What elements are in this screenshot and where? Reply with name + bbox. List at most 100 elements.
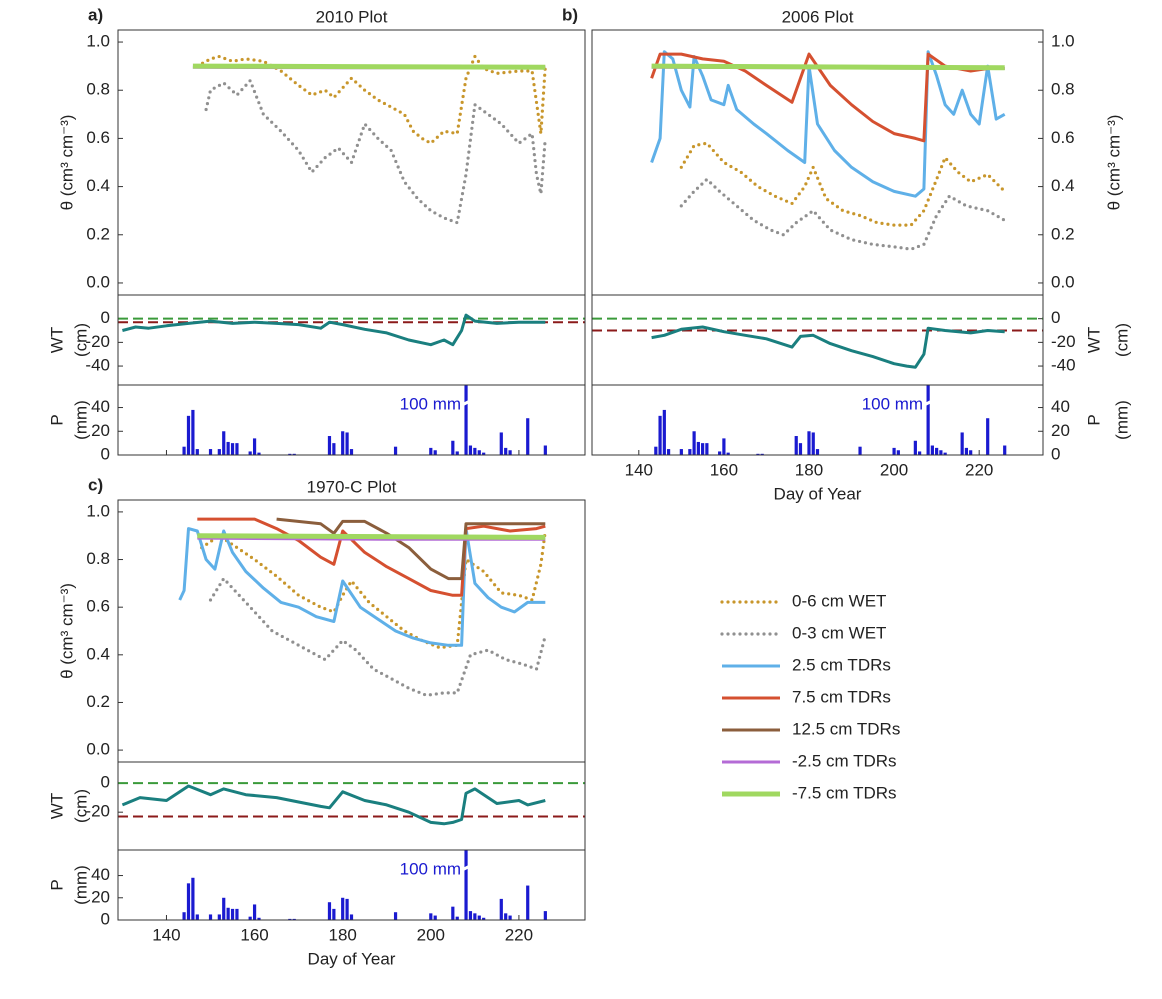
y-tick-label: 0.8 [1051, 80, 1075, 99]
bar [504, 913, 508, 920]
bar [696, 441, 700, 455]
y-tick-label: -20 [1051, 332, 1076, 351]
bar [526, 885, 530, 920]
plot-area [118, 313, 585, 347]
bar [341, 897, 345, 920]
bar [935, 447, 939, 455]
bar [248, 916, 252, 920]
y-tick-label: 20 [91, 887, 110, 906]
y-axis-label: WT [47, 793, 66, 819]
bar [939, 450, 943, 455]
x-axis-label: Day of Year [774, 484, 862, 503]
y-tick-label: 0.0 [86, 740, 110, 759]
bar [451, 906, 455, 920]
bar [341, 431, 345, 455]
y-tick-label: 0.8 [86, 80, 110, 99]
y-tick-label: 0.0 [86, 272, 110, 291]
y-tick-label: 0.6 [86, 128, 110, 147]
bar [858, 446, 862, 455]
bar [477, 915, 481, 920]
bar [504, 447, 508, 455]
bar [182, 446, 186, 455]
series-line [276, 517, 546, 581]
y-tick-label: 0 [101, 444, 110, 463]
bar [433, 915, 437, 920]
y-axis-label: P [47, 414, 66, 425]
y-tick-label: 1.0 [1051, 32, 1075, 51]
series-line [192, 63, 546, 70]
y-tick-label: 0.8 [86, 549, 110, 568]
annotation: 100 mm [862, 394, 923, 413]
y-axis-label: (cm) [1112, 323, 1131, 357]
plot-frame [591, 294, 1044, 386]
y-tick-label: 1.0 [86, 501, 110, 520]
y-tick-label: 0.4 [86, 176, 110, 195]
bar [960, 432, 964, 455]
bar [226, 907, 230, 920]
bar [191, 877, 195, 920]
y-axis-label: (mm) [71, 400, 90, 440]
bar [508, 915, 512, 920]
bar [658, 415, 662, 455]
y-tick-label: 0 [101, 773, 110, 792]
bar [230, 443, 235, 455]
legend-label: 0-6 cm WET [792, 591, 886, 610]
bar [349, 449, 354, 455]
y-tick-label: 0.2 [86, 224, 110, 243]
bar [191, 409, 195, 455]
legend-label: -2.5 cm TDRs [792, 751, 897, 770]
panel-title: 1970-C Plot [307, 477, 397, 496]
series-line [679, 141, 1007, 227]
panel-title: 2006 Plot [782, 7, 854, 26]
bar [815, 449, 820, 455]
bar [464, 385, 468, 455]
y-tick-label: 0.2 [86, 692, 110, 711]
bar [913, 440, 917, 455]
bar [543, 911, 547, 920]
bar [288, 918, 292, 920]
bar [482, 917, 486, 920]
y-tick-label: 0 [1051, 308, 1060, 327]
bar [327, 902, 332, 920]
bar [726, 452, 730, 455]
plot-area [182, 385, 547, 455]
y-axis-label: θ (cm³ cm⁻³) [1104, 115, 1123, 211]
bar [918, 451, 922, 455]
y-tick-label: 0.2 [1051, 224, 1075, 243]
bar [688, 449, 692, 455]
y-tick-label: 40 [1051, 397, 1070, 416]
bar [718, 451, 722, 455]
bar [499, 898, 503, 920]
bar [393, 912, 398, 920]
y-axis-label: (mm) [71, 865, 90, 905]
bar [235, 443, 239, 455]
bar [208, 914, 213, 920]
bar [969, 450, 973, 455]
y-axis-label: P [1084, 414, 1103, 425]
legend: 0-6 cm WET 0-3 cm WET 2.5 cm TDRs 7.5 cm TD… [720, 591, 900, 802]
axis-break [461, 864, 471, 872]
bar [811, 432, 815, 455]
y-tick-label: 0.6 [1051, 128, 1075, 147]
panel-label: c) [88, 475, 103, 494]
bar [666, 449, 671, 455]
bar [433, 450, 437, 455]
y-axis-label: (cm) [71, 323, 90, 357]
bar [235, 908, 239, 920]
series-line [204, 79, 547, 225]
bar [332, 443, 336, 455]
y-tick-label: -40 [1051, 356, 1076, 375]
panel-label: a) [88, 5, 103, 24]
x-tick-label: 200 [417, 925, 445, 944]
annotation: 100 mm [400, 859, 461, 878]
bar [473, 447, 477, 455]
series-line [651, 63, 1005, 71]
x-tick-label: 180 [795, 460, 823, 479]
series-line [178, 527, 546, 647]
x-tick-label: 140 [625, 460, 653, 479]
bar [257, 452, 261, 455]
bar [252, 904, 257, 920]
axis-break [923, 399, 933, 407]
y-tick-label: 40 [91, 865, 110, 884]
bar [986, 418, 990, 455]
